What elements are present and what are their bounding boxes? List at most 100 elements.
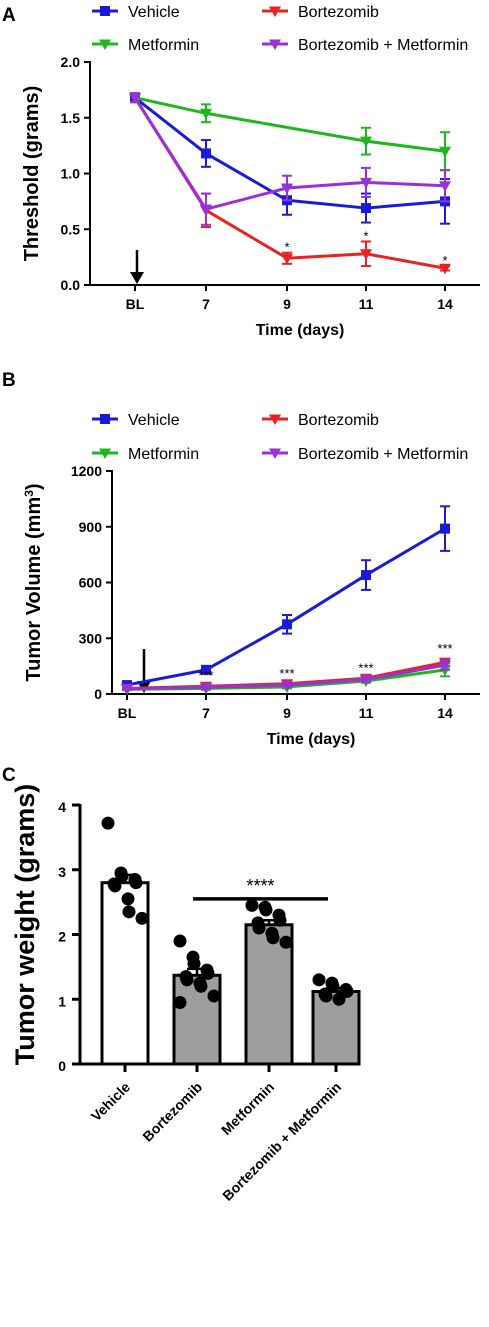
significance-label: *** bbox=[279, 666, 294, 681]
panel-a-legend: Vehicle Bortezomib Metformin Bortezomib + M… bbox=[92, 4, 468, 54]
series-line-vehicle bbox=[126, 527, 446, 687]
data-point-bortezomib bbox=[201, 966, 215, 980]
x-axis-title: Time (days) bbox=[267, 731, 356, 748]
y-axis-title: Tumor Volume (mm3) bbox=[22, 483, 45, 681]
data-point-vehicle bbox=[201, 664, 211, 675]
data-point-bortezomib-metformin bbox=[129, 93, 141, 104]
legend-label-bortezomib-metformin: Bortezomib + Metformin bbox=[298, 37, 468, 54]
x-axis-title: Time (days) bbox=[256, 322, 345, 339]
data-point-vehicle bbox=[108, 879, 122, 893]
data-point-vehicle bbox=[101, 816, 115, 830]
data-point-vehicle bbox=[129, 876, 143, 890]
data-point-bortezomib-metformin bbox=[281, 183, 293, 194]
x-tick-label: Bortezomib bbox=[139, 1079, 205, 1145]
panel-a: A Vehicle Bortezomib Metformin Bortezomib +… bbox=[2, 4, 480, 339]
y-axis-title: Tumor weight (grams) bbox=[10, 784, 40, 1066]
panel-a-letter: A bbox=[2, 5, 16, 26]
x-tick-label: 7 bbox=[202, 705, 210, 721]
y-tick-label: 3 bbox=[58, 864, 66, 880]
significance-label: *** bbox=[198, 668, 213, 683]
y-axis-title-superscript: 3 bbox=[22, 490, 36, 497]
data-point-bortezomib bbox=[207, 989, 221, 1003]
y-tick-label: 0 bbox=[58, 1058, 66, 1074]
x-tick-label: 14 bbox=[437, 705, 453, 721]
data-point-bortezomib-metformin bbox=[121, 684, 133, 695]
treatment-arrow-head bbox=[130, 272, 144, 284]
panel-c-letter: C bbox=[2, 765, 16, 786]
legend-label-vehicle: Vehicle bbox=[128, 412, 180, 429]
y-tick-label: 600 bbox=[79, 575, 103, 591]
data-point-vehicle bbox=[201, 148, 211, 159]
legend-label-bortezomib: Bortezomib bbox=[298, 412, 379, 429]
panel-c-bars: **** bbox=[100, 816, 361, 1066]
panel-b-axes: 0 300 600 900 1200 BL 7 9 11 14 Time (days) Tumor V… bbox=[22, 463, 480, 748]
data-point-bortezomib-metformin bbox=[281, 680, 293, 692]
data-point-bortezomib bbox=[281, 253, 293, 265]
x-tick-label: 9 bbox=[283, 296, 291, 312]
data-point-bortezomib-metformin bbox=[439, 181, 451, 192]
data-point-metformin bbox=[273, 913, 287, 927]
panel-b-letter: B bbox=[2, 370, 16, 391]
y-axis-title-close: ) bbox=[23, 483, 45, 490]
y-tick-label: 1.5 bbox=[61, 110, 81, 126]
legend-label-metformin: Metformin bbox=[128, 446, 199, 463]
x-tick-label: Metformin bbox=[218, 1079, 277, 1138]
x-tick-label: BL bbox=[118, 705, 137, 721]
data-point-metformin bbox=[279, 935, 293, 949]
legend-marker-metformin bbox=[99, 39, 111, 50]
y-tick-label: 1200 bbox=[71, 463, 102, 479]
x-tick-label: 9 bbox=[283, 705, 291, 721]
x-tick-label: 7 bbox=[202, 296, 210, 312]
data-point-metformin bbox=[245, 898, 259, 912]
data-point-bortezomib-metformin bbox=[200, 204, 212, 216]
data-point-vehicle bbox=[361, 203, 371, 214]
data-point-bortezomib-metformin bbox=[319, 989, 333, 1003]
data-point-bortezomib bbox=[187, 957, 201, 971]
data-point-vehicle bbox=[282, 619, 292, 630]
data-point-bortezomib bbox=[173, 995, 187, 1009]
series-bortezomib-metformin bbox=[129, 92, 451, 226]
x-tick-label: 14 bbox=[437, 296, 453, 312]
series-vehicle bbox=[122, 505, 450, 691]
panel-a-series: * * * bbox=[129, 92, 451, 275]
series-bortezomib-metformin bbox=[121, 659, 451, 695]
legend-marker-metformin bbox=[99, 448, 111, 459]
panel-b: B Vehicle Bortezomib Metformin Bortezomib +… bbox=[2, 370, 480, 748]
y-tick-label: 0 bbox=[94, 686, 102, 702]
significance-label: * bbox=[442, 253, 447, 268]
x-tick-label: 11 bbox=[359, 296, 374, 312]
data-point-metformin bbox=[200, 108, 212, 120]
x-tick-label: BL bbox=[126, 296, 145, 312]
data-point-bortezomib bbox=[180, 973, 194, 987]
y-axis-title: Threshold (grams) bbox=[21, 86, 43, 262]
y-tick-label: 0.5 bbox=[61, 221, 81, 237]
x-tick-label: Bortezomib + Metformin bbox=[219, 1079, 344, 1204]
data-point-vehicle bbox=[122, 905, 136, 919]
significance-label: * bbox=[284, 240, 289, 255]
panel-a-axes: 0.0 0.5 1.0 1.5 2.0 BL 7 9 11 14 Time (days) Thresh… bbox=[21, 54, 480, 339]
legend-marker-vehicle bbox=[100, 6, 110, 16]
data-point-metformin bbox=[266, 931, 280, 945]
data-point-bortezomib-metformin bbox=[312, 973, 326, 987]
data-point-metformin bbox=[252, 921, 266, 935]
legend-marker-bortezomib bbox=[269, 6, 281, 17]
series-line-bortezomib-metformin bbox=[133, 96, 446, 211]
data-point-bortezomib-metformin bbox=[439, 660, 451, 672]
data-point-metformin bbox=[259, 903, 273, 917]
data-point-bortezomib bbox=[173, 934, 187, 948]
legend-marker-bortezomib-metformin bbox=[269, 39, 281, 50]
data-point-bortezomib bbox=[194, 979, 208, 993]
x-tick-label: 11 bbox=[359, 705, 374, 721]
panel-b-series: *** *** *** *** bbox=[121, 505, 453, 696]
legend-marker-bortezomib bbox=[269, 414, 281, 425]
legend-label-metformin: Metformin bbox=[128, 37, 199, 54]
significance-label: * bbox=[363, 228, 368, 243]
data-point-bortezomib-metformin bbox=[332, 992, 346, 1006]
legend-label-vehicle: Vehicle bbox=[128, 4, 180, 21]
legend-marker-bortezomib-metformin bbox=[269, 448, 281, 459]
series-line-vehicle bbox=[134, 96, 446, 210]
y-tick-label: 4 bbox=[58, 799, 66, 815]
data-point-bortezomib bbox=[439, 263, 451, 275]
